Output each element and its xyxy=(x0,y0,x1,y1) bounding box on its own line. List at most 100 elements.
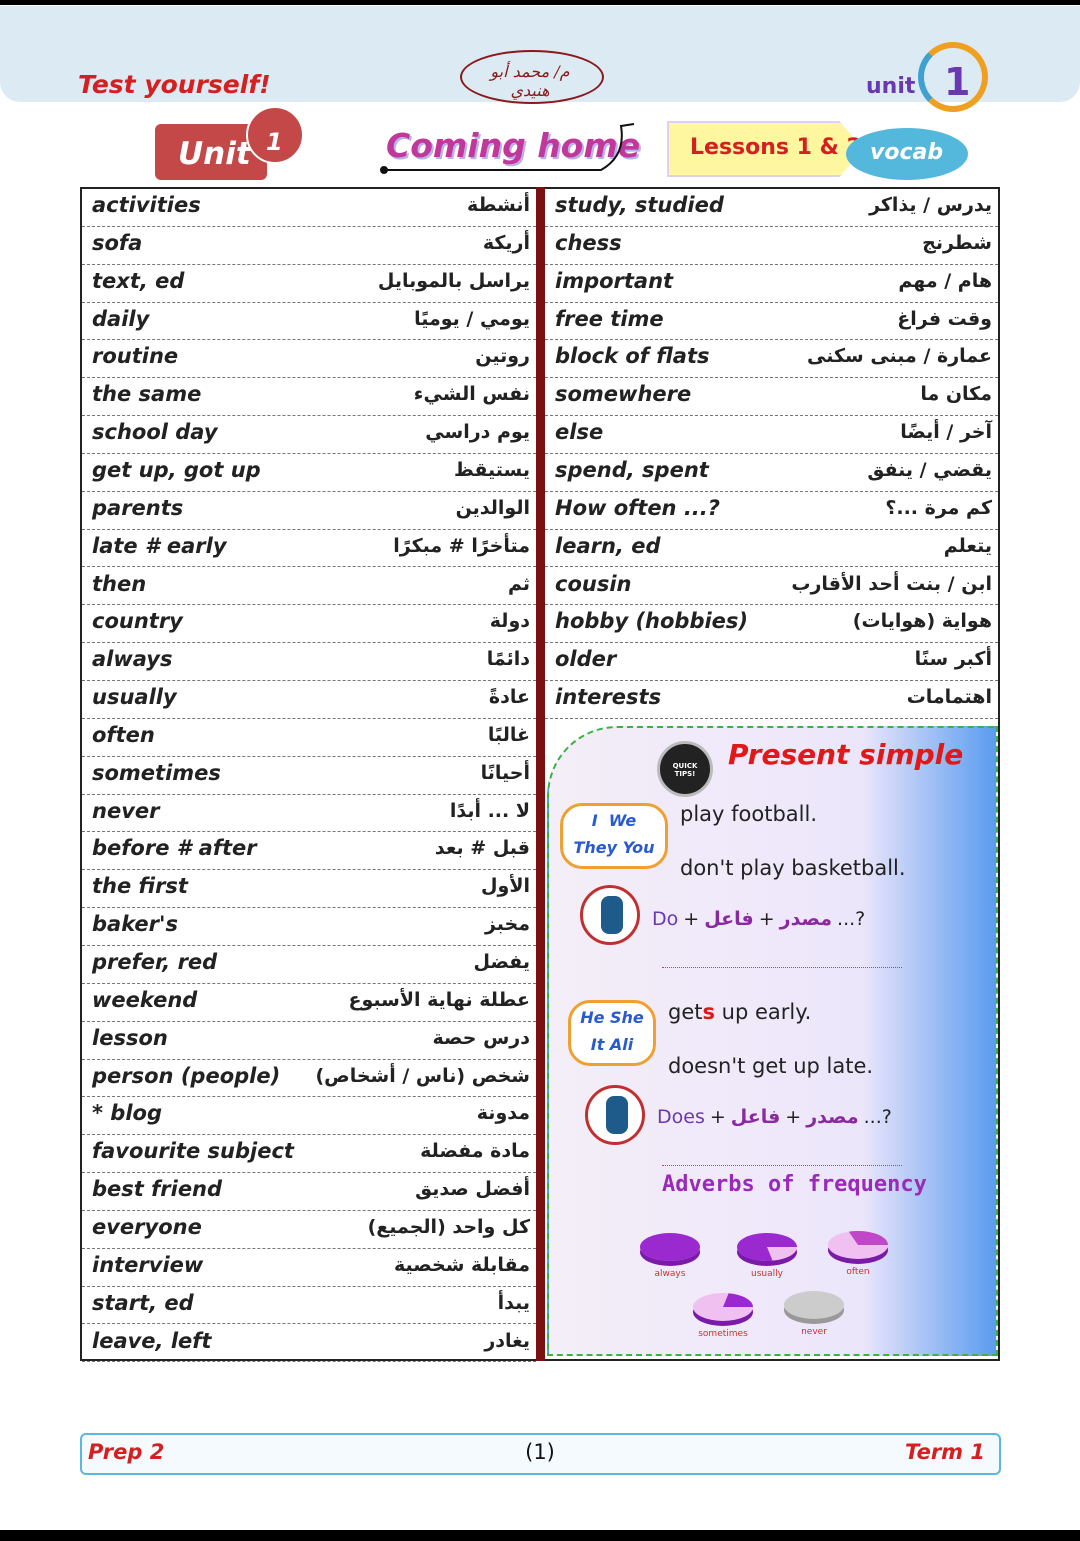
arabic-meaning: أنشطة xyxy=(466,194,530,216)
formula-part: + xyxy=(758,908,775,930)
pronoun: He She xyxy=(580,1008,644,1027)
vocab-row: the same نفس الشيء xyxy=(82,378,536,417)
arabic-meaning: ثم xyxy=(507,572,530,595)
arabic-meaning: شطرنج xyxy=(922,231,992,254)
vocab-row: person (people) شخص (ناس / أشخاص) xyxy=(82,1060,536,1098)
vocab-row: chess شطرنج xyxy=(545,227,998,265)
english-word: free time xyxy=(555,306,664,331)
banner-title: Coming home xyxy=(386,126,641,165)
footer-box xyxy=(80,1433,1001,1475)
arabic-meaning: أكبر سنًا xyxy=(914,648,992,671)
vocab-row: spend, spent يقضي / ينفق xyxy=(545,454,998,492)
vocab-row: baker's مخبز xyxy=(82,908,536,946)
vocab-tag xyxy=(846,128,968,180)
pronoun: They You xyxy=(573,838,655,857)
column-divider xyxy=(536,187,545,1361)
footer-right: Term 1 xyxy=(904,1440,985,1464)
top-bar xyxy=(0,0,1080,5)
english-word: then xyxy=(92,571,147,596)
vocab-row: block of flats عمارة / مبنى سكنى xyxy=(545,340,998,379)
pronoun: It Ali xyxy=(590,1035,634,1054)
arabic-meaning: مدونة xyxy=(476,1102,530,1125)
footer-left: Prep 2 xyxy=(88,1440,165,1464)
arabic-meaning: وقت فراغ xyxy=(897,307,992,330)
separator xyxy=(662,967,902,968)
arabic-meaning: يفضل xyxy=(473,951,531,973)
vocab-row: sofa أريكة xyxy=(82,227,536,265)
vocab-row: parents الوالدين xyxy=(82,492,536,530)
vocab-row: weekend عطلة نهاية الأسبوع xyxy=(82,984,536,1022)
arabic-meaning: كم مرة ...؟ xyxy=(885,496,992,519)
vocab-row: always دائمًا xyxy=(82,643,536,682)
signature-text: م/ محمد أبو هنيدي xyxy=(490,62,570,100)
bottom-bar xyxy=(0,1530,1080,1541)
positive-sentence: gets up early. xyxy=(668,1000,811,1024)
english-word: text, ed xyxy=(92,268,185,293)
vocab-row: text, ed يراسل بالموبايل xyxy=(82,265,536,303)
question-verb: Do xyxy=(652,908,679,930)
positive-sentence: play football. xyxy=(680,802,818,826)
vocab-row: school day يوم دراسي xyxy=(82,416,536,454)
english-word: study, studied xyxy=(555,193,724,217)
arabic-meaning: روتين xyxy=(475,345,530,368)
arabic-meaning: غالبًا xyxy=(487,723,530,746)
arabic-meaning: عطلة نهاية الأسبوع xyxy=(348,988,530,1011)
vocab-row: prefer, red يفضل xyxy=(82,946,536,984)
english-word: chess xyxy=(555,230,622,255)
question-mark xyxy=(606,1096,628,1134)
pronoun-bubble xyxy=(568,1000,656,1066)
english-word: important xyxy=(555,268,674,293)
formula-part: + xyxy=(709,1106,726,1128)
arabic-meaning: أفضل صديق xyxy=(415,1178,530,1201)
vocab-row: interview مقابلة شخصية xyxy=(82,1249,536,1287)
arabic-meaning: يومي / يوميًا xyxy=(414,307,530,330)
arabic-meaning: يغادر xyxy=(484,1329,530,1352)
vocab-row: somewhere مكان ما xyxy=(545,378,998,417)
english-word: else xyxy=(555,420,604,445)
unit-tab-label: Unit xyxy=(178,136,251,172)
question-formula: Does + فاعل + مصدر...? xyxy=(657,1106,897,1128)
english-word: before # after xyxy=(92,836,257,861)
footer-page: (1) xyxy=(525,1440,555,1464)
arabic-meaning: كل واحد (الجميع) xyxy=(367,1215,530,1238)
adverbs-title: Adverbs of frequency xyxy=(662,1172,927,1197)
vocab-row: the first الأول xyxy=(82,870,536,909)
vocab-row: interests اهتمامات xyxy=(545,681,998,719)
vocab-row: usually عادةً xyxy=(82,681,536,719)
arabic-meaning: عادةً xyxy=(488,686,530,709)
vocab-row: often غالبًا xyxy=(82,719,536,757)
vocab-row: study, studied يدرس / يذاكر xyxy=(545,189,998,227)
negative-sentence: doesn't get up late. xyxy=(668,1054,874,1078)
arabic-meaning: مكان ما xyxy=(920,383,992,406)
pronoun-bubble xyxy=(560,803,668,869)
adverb-label: never xyxy=(801,1327,827,1337)
english-word: never xyxy=(92,798,160,823)
vocab-row: daily يومي / يوميًا xyxy=(82,303,536,341)
english-word: hobby (hobbies) xyxy=(555,609,749,634)
question-formula: Do + فاعل + مصدر...? xyxy=(652,908,870,930)
english-word: always xyxy=(92,647,173,672)
banner-arrow xyxy=(380,123,635,174)
english-word: usually xyxy=(92,685,177,710)
english-word: person (people) xyxy=(92,1063,281,1088)
english-word: late # early xyxy=(92,533,227,558)
arabic-meaning: مادة مفضلة xyxy=(420,1140,530,1163)
adverb-label: usually xyxy=(751,1269,783,1279)
vocab-row: lesson درس حصة xyxy=(82,1022,536,1060)
english-word: leave, left xyxy=(92,1328,212,1353)
adverb-label: often xyxy=(846,1267,870,1277)
english-word: activities xyxy=(92,193,201,217)
question-icon xyxy=(580,885,640,945)
arabic-meaning: مقابلة شخصية xyxy=(394,1253,530,1276)
formula-part: + xyxy=(785,1106,802,1128)
english-word: favourite subject xyxy=(92,1139,294,1164)
unit-badge-number: 1 xyxy=(944,60,971,104)
vocab-row: then ثم xyxy=(82,568,536,606)
header-title: Test yourself! xyxy=(78,70,271,99)
sentence-part: up early. xyxy=(714,1000,812,1024)
english-word: sometimes xyxy=(92,760,221,785)
arabic-meaning: مخبز xyxy=(484,913,530,936)
question-end: ...? xyxy=(837,908,866,930)
vocab-row: routine روتين xyxy=(82,340,536,379)
arabic-meaning: يدرس / يذاكر xyxy=(869,194,992,216)
